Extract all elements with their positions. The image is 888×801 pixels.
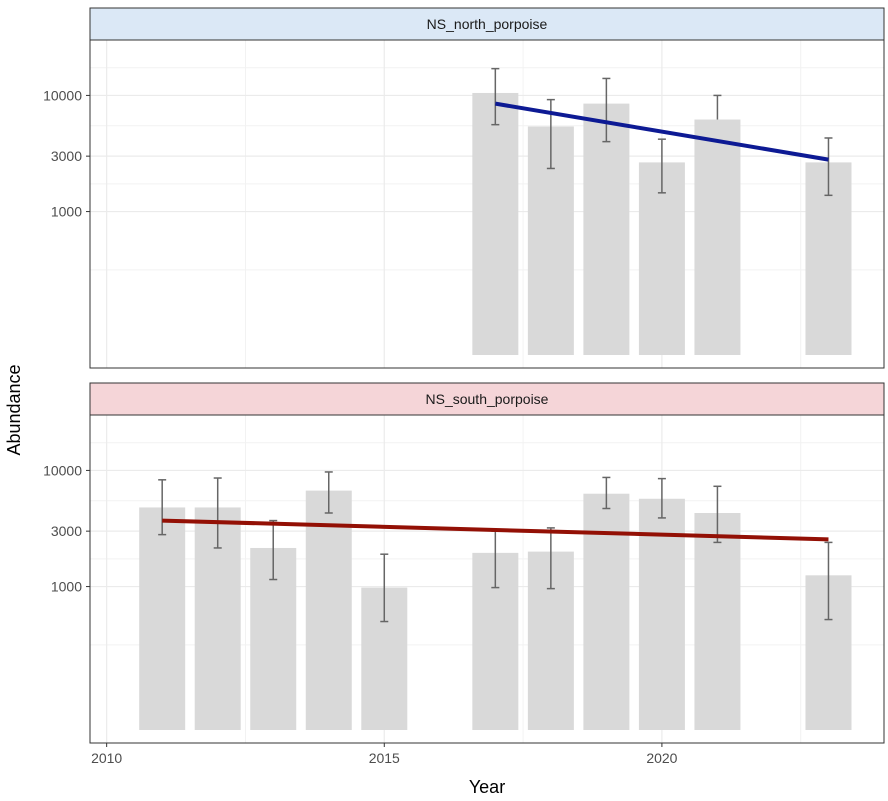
- errorbar-2013: [269, 519, 278, 581]
- trend-line: [494, 101, 829, 162]
- errorbar-2014: [324, 471, 333, 514]
- x-tick-label: 2010: [91, 750, 122, 766]
- bar-2019: [583, 493, 630, 730]
- errorbar-2023: [824, 137, 833, 197]
- y-tick-label: 10000: [43, 87, 82, 103]
- y-tick-label: 10000: [43, 462, 82, 478]
- errorbar-2017: [491, 67, 500, 126]
- panel-1: NS_north_porpoise 1000 3000 10000: [43, 7, 885, 369]
- bar-2021: [694, 512, 741, 730]
- strip-background: [89, 7, 885, 41]
- errorbar-2020: [657, 477, 666, 519]
- strip-background: [89, 382, 885, 416]
- panel-2: NS_south_porpoise 1000 3000 10000 2010 2015 20…: [43, 382, 885, 766]
- errorbar-2012: [213, 477, 222, 549]
- y-tick-label: 3000: [51, 148, 82, 164]
- errorbar-2018: [546, 527, 555, 590]
- errorbar-2019: [602, 476, 611, 510]
- errorbar-2021: [713, 485, 722, 544]
- errorbar-2019: [602, 77, 611, 143]
- errorbar-2020: [657, 138, 666, 194]
- x-tick-label: 2015: [369, 750, 400, 766]
- bar-2020: [638, 162, 685, 355]
- errorbar-2015: [380, 553, 389, 623]
- x-tick-label: 2020: [646, 750, 677, 766]
- strip-label: NS_south_porpoise: [426, 391, 549, 407]
- bar-2011: [139, 507, 186, 730]
- bar-2017: [472, 92, 519, 356]
- trend-line: [162, 518, 829, 542]
- y-tick-label: 3000: [51, 523, 82, 539]
- bar-2021: [694, 119, 741, 355]
- x-axis-title: Year: [469, 777, 505, 797]
- errorbar-2011: [158, 479, 167, 536]
- errorbar-2023: [824, 541, 833, 621]
- bar-2020: [638, 498, 685, 730]
- y-tick-label: 1000: [51, 579, 82, 595]
- bar-2019: [583, 103, 630, 355]
- strip-label: NS_north_porpoise: [427, 16, 548, 32]
- y-axis-title: Abundance: [4, 364, 24, 455]
- errorbar-2021: [713, 94, 722, 120]
- bar-2014: [305, 490, 352, 730]
- y-tick-label: 1000: [51, 204, 82, 220]
